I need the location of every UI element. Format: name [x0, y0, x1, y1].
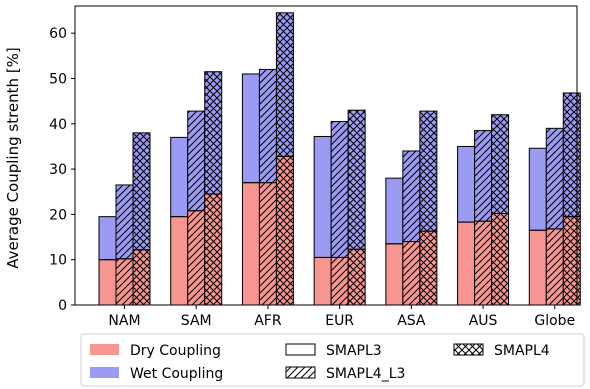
- y-tick-label-30: 30: [49, 162, 67, 178]
- legend-swatch-wet-coupling: [90, 367, 119, 378]
- legend-swatch-smapl4: [453, 343, 484, 356]
- bar-globe-smapl3-dry: [529, 230, 547, 305]
- bar-eur-smapl4-l3-hatch: [331, 121, 349, 305]
- x-tick-label-afr: AFR: [254, 313, 282, 329]
- legend: Dry Coupling Wet Coupling SMAPL3 SMAPL4_L3 S…: [80, 333, 585, 387]
- bar-asa-smapl4-l3-hatch: [402, 150, 420, 305]
- bar-sam-smapl3-wet: [170, 137, 188, 217]
- bar-aus-smapl4-l3-hatch: [474, 130, 492, 305]
- legend-label-wet-coupling: Wet Coupling: [130, 366, 223, 382]
- axes-layer: NAM SAM AFR EUR ASA AUS Globe 0 10 20 30 40 50 60: [49, 5, 578, 329]
- y-tick-label-0: 0: [58, 298, 67, 314]
- bar-sam-smapl4-l3-hatch: [187, 111, 205, 305]
- bar-asa-smapl3-wet: [385, 178, 403, 244]
- y-tick-label-10: 10: [49, 253, 67, 269]
- bar-eur-smapl4-hatch: [348, 110, 366, 306]
- x-tick-label-nam: NAM: [108, 313, 140, 329]
- bar-nam-smapl4-hatch: [133, 132, 150, 305]
- bar-globe-smapl4-l3-hatch: [546, 128, 564, 305]
- bar-sam-smapl3-dry: [170, 216, 188, 305]
- x-tick-label-aus: AUS: [469, 313, 498, 329]
- bar-nam-smapl3-dry: [99, 259, 116, 305]
- y-tick-label-50: 50: [49, 71, 67, 87]
- bar-aus-smapl3-wet: [457, 146, 475, 223]
- bar-globe-smapl3-wet: [529, 148, 547, 231]
- bar-eur-smapl3-dry: [314, 257, 332, 305]
- bar-afr-smapl4-l3-hatch: [259, 69, 277, 305]
- bar-nam-smapl3-wet: [99, 216, 116, 260]
- legend-label-smapl3: SMAPL3: [326, 343, 382, 359]
- y-tick-label-20: 20: [49, 207, 67, 223]
- bar-afr-smapl3-dry: [242, 182, 260, 305]
- x-tick-label-asa: ASA: [397, 313, 426, 329]
- bar-eur-smapl3-wet: [314, 136, 332, 258]
- legend-label-smapl4: SMAPL4: [494, 343, 550, 359]
- legend-label-dry-coupling: Dry Coupling: [130, 343, 221, 359]
- y-tick-label-40: 40: [49, 117, 67, 133]
- bar-globe-smapl4-hatch: [563, 92, 581, 306]
- bar-aus-smapl3-dry: [457, 222, 475, 305]
- x-tick-label-eur: EUR: [325, 313, 354, 329]
- bars-layer: [98, 12, 581, 306]
- legend-label-smapl4-l3: SMAPL4_L3: [326, 366, 405, 382]
- bar-asa-smapl4-hatch: [419, 111, 437, 305]
- y-tick-label-60: 60: [49, 26, 67, 42]
- bar-aus-smapl4-hatch: [491, 114, 509, 306]
- legend-swatch-smapl4-l3: [285, 366, 316, 379]
- bar-afr-smapl3-wet: [242, 73, 260, 183]
- x-tick-label-sam: SAM: [181, 313, 212, 329]
- y-axis-label: Average Coupling strenth [%]: [4, 47, 22, 269]
- bar-sam-smapl4-hatch: [204, 71, 222, 305]
- x-tick-label-globe: Globe: [534, 313, 575, 329]
- bar-nam-smapl4-l3-hatch: [116, 184, 133, 305]
- legend-swatch-smapl3: [285, 343, 316, 356]
- bar-asa-smapl3-dry: [385, 243, 403, 305]
- plot-frame: [74, 5, 578, 306]
- bar-afr-smapl4-hatch: [276, 12, 294, 306]
- legend-swatch-dry-coupling: [90, 344, 119, 355]
